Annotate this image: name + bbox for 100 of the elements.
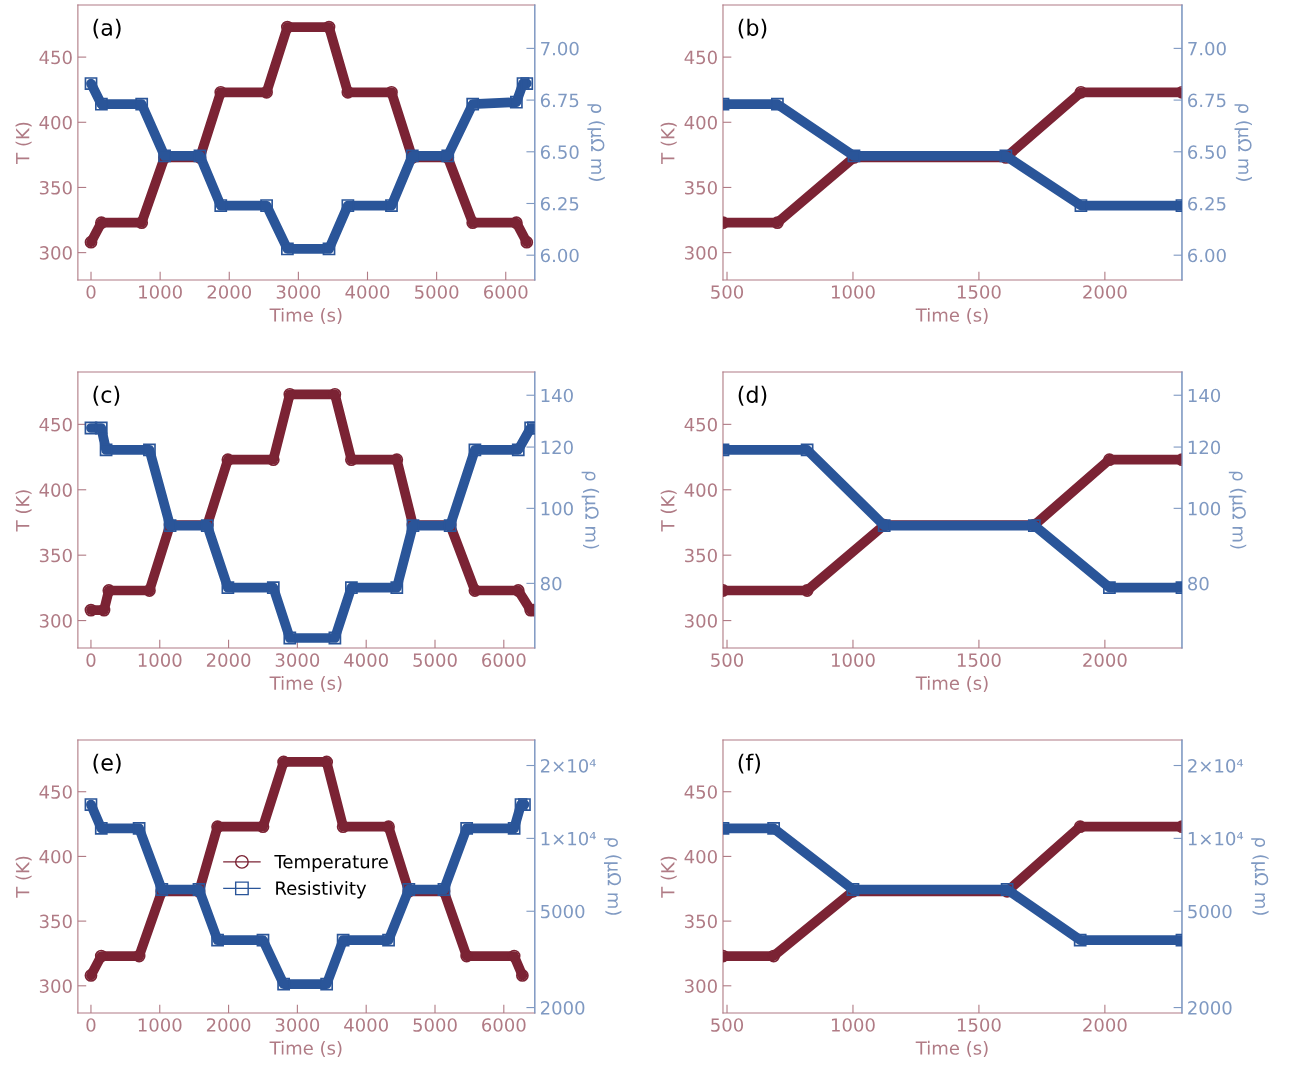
y-tick-label: 400 — [684, 483, 717, 497]
x-tick-label: 6000 — [482, 1018, 526, 1032]
x-axis-title: Time (s) — [269, 675, 342, 693]
x-tick-label: 6000 — [482, 653, 526, 667]
y-tick-label: 350 — [39, 914, 72, 929]
y-tick-label: 300 — [39, 614, 72, 628]
x-tick-label: 2000 — [206, 653, 251, 667]
y2-tick-label: 2000 — [540, 1001, 585, 1015]
legend-label: Resistivity — [276, 880, 367, 899]
y2-tick-label: 120 — [541, 440, 573, 455]
y2-tick-label: 6.50 — [540, 145, 579, 159]
y2-tick-label: 7.00 — [1188, 41, 1226, 56]
x-tick-label: 1500 — [957, 653, 1001, 667]
x-axis-title: Time (s) — [915, 1040, 988, 1057]
y2-tick-label: 6.25 — [1188, 196, 1226, 211]
x-tick-label: 1000 — [138, 653, 182, 667]
y2-tick-label: 2000 — [1188, 1001, 1232, 1015]
y-tick-label: 450 — [684, 50, 717, 65]
y2-axis-title: ρ (μΩ m) — [604, 838, 622, 915]
y-tick-label: 450 — [39, 417, 72, 432]
y-tick-label: 450 — [684, 417, 717, 432]
y-tick-label: 400 — [39, 115, 72, 130]
y-tick-label: 400 — [684, 849, 717, 864]
y-tick-label: 350 — [39, 548, 72, 563]
annotation: (d) — [738, 385, 767, 406]
y2-tick-label: 6.75 — [1188, 93, 1226, 108]
y2-tick-label: 6.25 — [540, 196, 579, 211]
x-tick-label: 1500 — [957, 1018, 1001, 1032]
x-axis-title: Time (s) — [269, 307, 342, 324]
x-tick-label: 5000 — [415, 285, 459, 299]
y-tick-label: 350 — [685, 914, 717, 929]
x-tick-label: 2000 — [1083, 1018, 1127, 1032]
y-tick-label: 400 — [39, 483, 72, 497]
x-tick-label: 4000 — [344, 653, 388, 667]
y-tick-label: 450 — [39, 50, 72, 65]
x-tick-label: 1000 — [831, 1018, 875, 1032]
x-tick-label: 4000 — [345, 285, 390, 299]
y-axis-title: T (K) — [660, 856, 677, 898]
y-axis-title: T (K) — [660, 490, 677, 532]
y-tick-label: 300 — [685, 614, 717, 628]
y-tick-label: 350 — [685, 180, 717, 195]
x-tick-label: 3000 — [275, 1018, 320, 1032]
y2-tick-label: 140 — [1188, 388, 1221, 403]
y2-tick-label: 120 — [1188, 440, 1221, 455]
y2-axis-title: ρ (μΩ m) — [581, 471, 600, 549]
y-tick-label: 300 — [685, 246, 717, 260]
y2-tick-label: 5000 — [541, 904, 585, 919]
y-tick-label: 450 — [39, 785, 72, 799]
y2-tick-label: 6.00 — [1188, 248, 1226, 263]
y-tick-label: 350 — [39, 180, 72, 195]
y-axis-title: T (K) — [15, 490, 32, 532]
y-tick-label: 300 — [39, 246, 72, 260]
y-tick-label: 400 — [684, 115, 717, 130]
y-tick-label: 300 — [685, 979, 717, 993]
y2-tick-label: 2×10⁴ — [540, 758, 596, 773]
x-tick-label: 2000 — [207, 285, 252, 299]
x-tick-label: 2000 — [1083, 285, 1127, 299]
x-tick-label: 0 — [86, 1018, 96, 1032]
x-axis-title: Time (s) — [915, 675, 988, 693]
y2-tick-label: 100 — [1188, 501, 1221, 516]
annotation: (a) — [93, 18, 121, 39]
y2-axis-title: ρ (μΩ m) — [1251, 838, 1269, 915]
y-axis-title: T (K) — [660, 122, 677, 164]
x-tick-label: 1500 — [957, 285, 1001, 299]
x-tick-label: 5000 — [413, 653, 457, 667]
x-tick-label: 2000 — [206, 1018, 251, 1032]
x-tick-label: 2000 — [1083, 653, 1127, 667]
x-tick-label: 4000 — [344, 1018, 388, 1032]
y2-tick-label: 1×10⁴ — [541, 831, 596, 846]
legend-label: Temperature — [274, 855, 388, 872]
x-tick-label: 1000 — [139, 285, 182, 299]
x-tick-label: 1000 — [831, 285, 875, 299]
y-tick-label: 350 — [685, 548, 717, 563]
annotation: (c) — [93, 385, 120, 406]
x-tick-label: 0 — [86, 653, 96, 667]
y2-tick-label: 6.75 — [540, 93, 579, 108]
y-axis-title: T (K) — [15, 122, 32, 164]
y-tick-label: 300 — [39, 979, 72, 993]
y2-tick-label: 7.00 — [541, 41, 579, 56]
y2-tick-label: 80 — [540, 576, 562, 591]
y2-axis-title: ρ (μΩ m) — [587, 104, 605, 181]
y-axis-title: T (K) — [15, 856, 32, 898]
x-tick-label: 500 — [711, 1018, 744, 1032]
x-tick-label: 6000 — [484, 285, 528, 299]
annotation: (e) — [93, 753, 121, 774]
y2-tick-label: 6.50 — [1188, 145, 1226, 159]
y2-tick-label: 80 — [1188, 576, 1209, 591]
y2-tick-label: 100 — [541, 501, 573, 516]
x-tick-label: 500 — [711, 285, 744, 299]
y2-tick-label: 5000 — [1188, 904, 1232, 919]
y-tick-label: 400 — [39, 849, 72, 864]
x-tick-label: 1000 — [831, 653, 875, 667]
x-tick-label: 5000 — [413, 1018, 457, 1032]
x-tick-label: 3000 — [276, 285, 321, 299]
y2-tick-label: 6.00 — [540, 248, 579, 263]
x-tick-label: 0 — [86, 285, 96, 299]
y2-axis-title: ρ (μΩ m) — [1228, 471, 1247, 549]
x-tick-label: 1000 — [138, 1018, 182, 1032]
y2-tick-label: 1×10⁴ — [1188, 831, 1244, 846]
annotation: (b) — [738, 18, 767, 39]
